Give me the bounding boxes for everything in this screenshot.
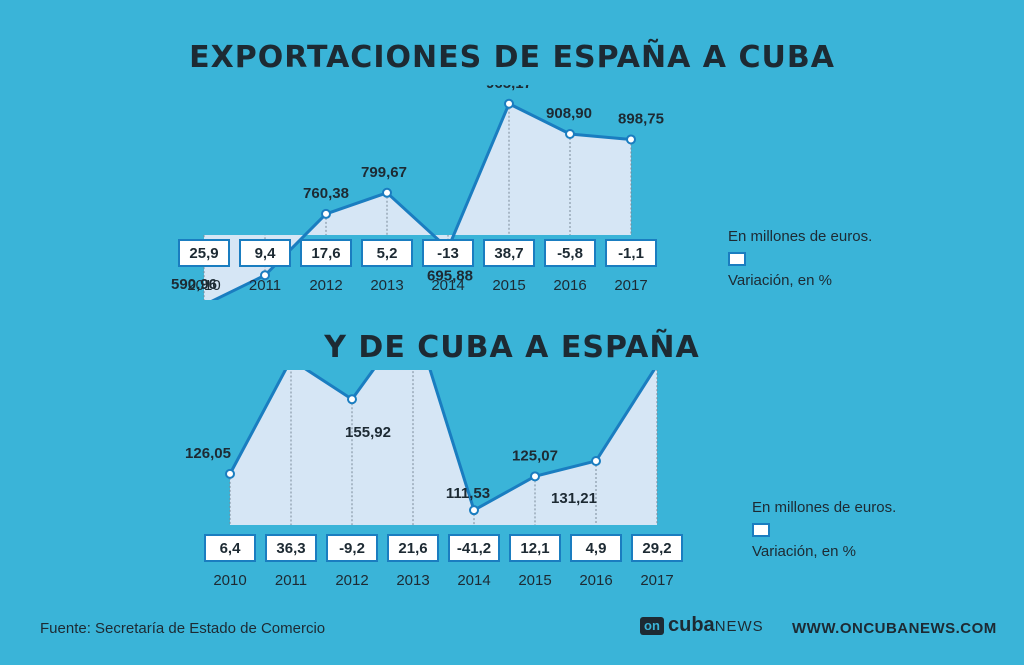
legend-swatch-icon [728, 252, 746, 267]
source-note: Fuente: Secretaría de Estado de Comercio [40, 620, 326, 637]
x-tick-label: 2014 [457, 572, 490, 589]
variation-box [300, 239, 352, 267]
chart-title-exports: EXPORTACIONES DE ESPAÑA A CUBA [189, 40, 835, 75]
variation-box [448, 534, 500, 562]
data-point [225, 468, 235, 479]
brand-logo: on cubaNEWS [640, 614, 764, 637]
data-label: 908,90 [546, 105, 592, 122]
legend-imports: En millones de euros. Variación, en % [752, 497, 896, 563]
variation-label: 4,9 [586, 540, 607, 557]
data-point [469, 505, 479, 516]
data-label: 111,53 [446, 485, 490, 502]
x-tick-label: 2010 [187, 277, 220, 294]
variation-label: 21,6 [398, 540, 427, 557]
legend-exports: En millones de euros. Variación, en % [728, 226, 872, 292]
variation-label: -41,2 [457, 540, 491, 557]
variation-label: 9,4 [255, 245, 277, 262]
data-label: 125,07 [512, 447, 558, 464]
data-point [382, 187, 392, 198]
data-label: 760,38 [303, 185, 349, 202]
x-tick-label: 2016 [553, 277, 586, 294]
x-tick-label: 2015 [492, 277, 525, 294]
legend-variation: Variación, en % [752, 543, 856, 560]
variation-box [605, 239, 657, 267]
series-line [228, 370, 656, 513]
x-tick-label: 2016 [579, 572, 612, 589]
brand-suffix: NEWS [714, 618, 764, 635]
data-label: 898,75 [618, 110, 664, 127]
data-label: 590,96 [171, 276, 217, 293]
variation-box [631, 534, 683, 562]
variation-box [387, 534, 439, 562]
chart-title-imports: Y DE CUBA A ESPAÑA [324, 330, 700, 365]
variation-label: 38,7 [494, 245, 523, 262]
variation-label: 5,2 [377, 245, 398, 262]
x-tick-label: 2014 [431, 277, 464, 294]
variation-label: -5,8 [557, 245, 583, 262]
data-label: 965,17 [486, 85, 532, 92]
website-url: WWW.ONCUBANEWS.COM [792, 620, 997, 637]
legend-units: En millones de euros. [728, 228, 873, 245]
variation-box [422, 239, 474, 267]
legend-swatch-icon [752, 523, 770, 538]
variation-box [483, 239, 535, 267]
variation-label: 36,3 [276, 540, 305, 557]
x-tick-label: 2011 [249, 277, 281, 294]
data-point [504, 98, 514, 109]
x-tick-label: 2012 [335, 572, 368, 589]
area-fill [204, 103, 631, 300]
oncuba-logo-icon: on [640, 616, 664, 635]
data-point [565, 129, 575, 140]
data-point [321, 208, 331, 219]
data-point [530, 471, 540, 482]
x-tick-label: 2013 [396, 572, 429, 589]
brand-name: cuba [668, 614, 715, 636]
data-point [591, 455, 601, 466]
variation-label: 12,1 [520, 540, 549, 557]
variation-label: -1,1 [618, 245, 644, 262]
x-tick-label: 2017 [640, 572, 673, 589]
exports-chart: 590,96646,38760,38799,67695,88965,17908,… [171, 85, 664, 300]
variation-label: 25,9 [189, 245, 218, 262]
x-tick-label: 2015 [518, 572, 551, 589]
variation-box [265, 534, 317, 562]
legend-variation: Variación, en % [728, 272, 832, 289]
variation-label: -13 [437, 245, 459, 262]
variation-box [361, 239, 413, 267]
data-label: 799,67 [361, 164, 407, 181]
imports-chart: 126,05171,79155,92189,55111,53125,07131,… [185, 370, 683, 589]
variation-box [509, 534, 561, 562]
area-fill [230, 370, 657, 525]
data-label: 695,88 [427, 268, 473, 285]
variation-box [239, 239, 291, 267]
data-point [347, 394, 357, 405]
variation-label: 29,2 [642, 540, 671, 557]
variation-box [178, 239, 230, 267]
data-point [626, 134, 636, 145]
variation-label: -9,2 [339, 540, 365, 557]
x-tick-label: 2012 [309, 277, 342, 294]
data-label: 131,21 [551, 490, 597, 507]
variation-box [570, 534, 622, 562]
x-tick-label: 2011 [275, 572, 307, 589]
data-point [260, 270, 270, 281]
legend-units: En millones de euros. [752, 499, 897, 516]
x-tick-label: 2017 [614, 277, 647, 294]
data-label: 126,05 [185, 445, 231, 462]
variation-box [544, 239, 596, 267]
x-tick-label: 2010 [213, 572, 246, 589]
variation-box [326, 534, 378, 562]
x-tick-label: 2013 [370, 277, 403, 294]
variation-label: 6,4 [220, 540, 242, 557]
variation-box [204, 534, 256, 562]
variation-label: 17,6 [311, 245, 340, 262]
data-label: 155,92 [345, 424, 391, 441]
